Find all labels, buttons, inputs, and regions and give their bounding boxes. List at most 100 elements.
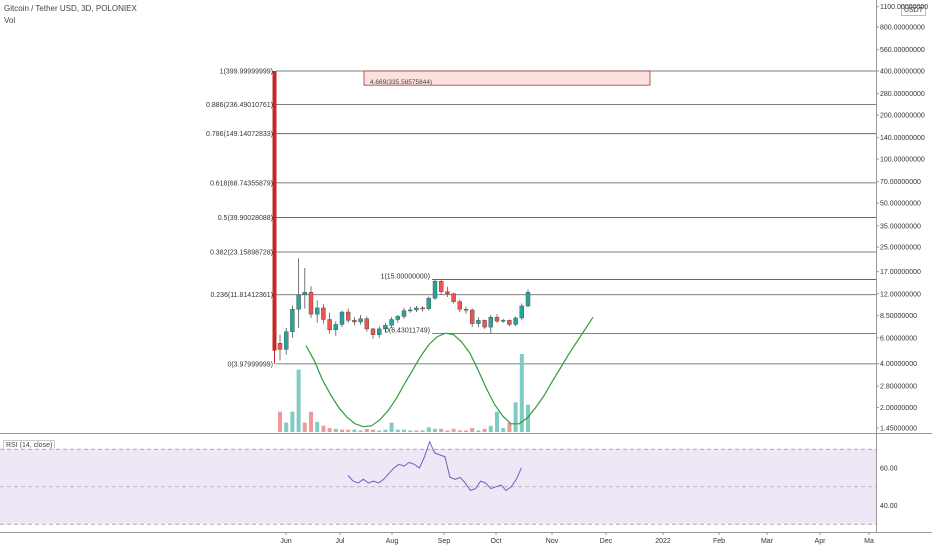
volume-bar <box>364 428 369 432</box>
time-tick-label: Nov <box>546 538 559 545</box>
candle-body <box>432 281 438 299</box>
candle-body <box>501 320 506 322</box>
price-tick-label: 17.00000000 <box>880 269 921 276</box>
spike-candle <box>272 71 277 351</box>
moving-average-line <box>305 316 594 428</box>
price-tick-label: 25.00000000 <box>880 245 921 252</box>
candle-body <box>476 320 481 324</box>
rsi-line <box>347 440 522 492</box>
fib-level-label: 0.618(68.74355879) <box>210 180 273 187</box>
volume-bar <box>321 425 326 432</box>
volume-bar <box>371 429 375 432</box>
volume-bar <box>327 428 332 432</box>
volume-bar <box>476 430 481 432</box>
rsi-tick-label: 60.00 <box>880 466 898 473</box>
volume-bar <box>284 422 289 432</box>
candle-body <box>377 328 382 335</box>
price-tick-label: 560.00000000 <box>880 47 925 54</box>
target-box[interactable] <box>363 70 651 86</box>
fib-small-label: 0(6.43011749) <box>385 327 430 334</box>
volume-bar <box>358 430 363 432</box>
price-tick-label: 70.00000000 <box>880 179 921 186</box>
volume-bar <box>278 411 282 432</box>
volume-bar <box>333 428 338 432</box>
volume-bar <box>290 411 295 432</box>
fib-level-label: 0.886(236.49010761) <box>206 102 273 109</box>
currency-badge[interactable]: USDT <box>900 5 926 16</box>
volume-bar <box>296 369 301 432</box>
time-tick-label: Oct <box>491 538 502 545</box>
candle-body <box>284 331 289 350</box>
candle-body <box>457 301 462 310</box>
time-tick-label: Apr <box>815 538 827 545</box>
time-tick-label: 2022 <box>655 538 671 545</box>
fib-level-label: 0.5(39.90028088) <box>218 215 273 222</box>
volume-bar <box>451 428 456 432</box>
volume-label: Vol <box>4 16 16 25</box>
volume-bar <box>470 428 475 432</box>
price-tick-label: 2.00000000 <box>880 405 917 412</box>
volume-bar <box>445 430 450 432</box>
volume-bar <box>315 421 320 432</box>
volume-bar <box>420 430 425 432</box>
price-tick-label: 400.00000000 <box>880 69 925 76</box>
volume-bar <box>482 428 487 432</box>
candle-body <box>277 343 283 350</box>
volume-bar <box>352 429 357 432</box>
price-tick-label: 35.00000000 <box>880 223 921 230</box>
candle-body <box>389 319 394 326</box>
volume-bar <box>519 354 524 432</box>
volume-bar <box>309 411 313 432</box>
volume-bar <box>439 428 444 432</box>
volume-bar <box>414 430 419 432</box>
candle-body <box>327 319 332 331</box>
candle-body <box>507 320 512 325</box>
candle-body <box>470 309 475 324</box>
fib-level-label: 0.786(149.14072833) <box>206 131 273 138</box>
price-tick-label: 140.00000000 <box>880 135 925 142</box>
candle-body <box>321 307 326 320</box>
candle-body <box>513 317 518 325</box>
candle-body <box>302 291 307 296</box>
price-tick-label: 6.00000000 <box>880 335 917 342</box>
candle-body <box>339 311 345 325</box>
candle-body <box>308 291 314 315</box>
candle-body <box>364 318 369 330</box>
volume-bar <box>383 429 388 432</box>
candle-body <box>408 309 413 312</box>
volume-bar <box>501 428 506 432</box>
volume-bar <box>507 422 512 432</box>
volume-bar <box>488 425 493 432</box>
candle-body <box>401 310 407 317</box>
candle-body <box>525 291 531 307</box>
rsi-tick-label: 40.00 <box>880 503 898 510</box>
volume-bar <box>526 404 530 432</box>
time-tick-label: Sep <box>438 538 451 545</box>
fib-level-label: 0(3.97999999) <box>227 361 273 368</box>
price-tick-label: 280.00000000 <box>880 91 925 98</box>
chart-title: Gitcoin / Tether USD, 3D, POLONIEX <box>4 4 137 13</box>
price-tick-label: 1.45000000 <box>880 426 917 433</box>
volume-bar <box>513 402 518 432</box>
candle-body <box>445 291 450 294</box>
candle-body <box>315 307 320 315</box>
volume-bar <box>433 428 437 432</box>
time-tick-label: Jul <box>336 538 345 545</box>
candle-body <box>290 309 295 332</box>
price-tick-label: 800.00000000 <box>880 24 925 31</box>
volume-bar <box>426 427 431 432</box>
volume-bar <box>302 422 307 432</box>
volume-bar <box>402 429 406 432</box>
fib-level-label: 1(399.99999999) <box>220 69 273 76</box>
price-tick-label: 200.00000000 <box>880 113 925 120</box>
volume-bar <box>389 422 394 432</box>
candle-body <box>463 309 469 311</box>
time-tick-label: Dec <box>600 538 613 545</box>
volume-bar <box>464 430 468 432</box>
time-tick-label: Aug <box>386 538 399 545</box>
candle-body <box>346 311 351 321</box>
time-tick-label: Ma <box>864 538 874 545</box>
candle-body <box>482 320 487 328</box>
candle-body <box>296 294 301 310</box>
